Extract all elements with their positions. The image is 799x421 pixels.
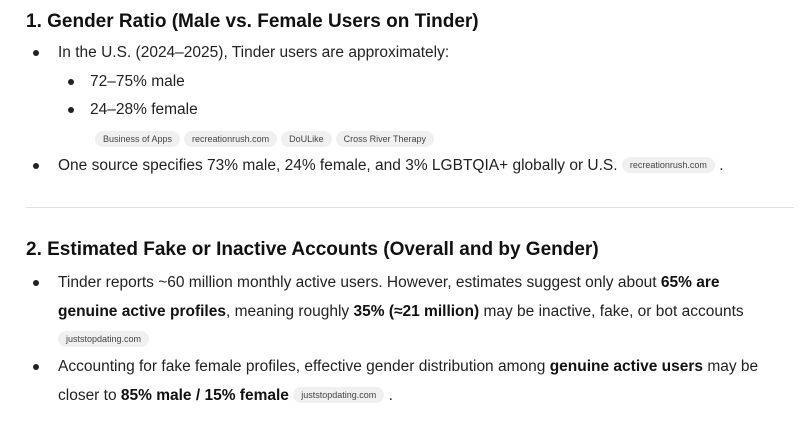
text-run: One source specifies 73% male, 24% femal… — [58, 157, 618, 174]
section-2-heading: 2. Estimated Fake or Inactive Accounts (… — [26, 239, 599, 260]
bullet-icon — [33, 364, 39, 370]
source-chip-recreationrush[interactable]: recreationrush.com — [621, 156, 715, 173]
bullet-icon — [33, 280, 39, 286]
list-item-text: In the U.S. (2024–2025), Tinder users ar… — [58, 44, 450, 61]
list-item-text: genuine active profiles, meaning roughly… — [58, 297, 744, 326]
list-item-text: One source specifies 73% male, 24% femal… — [58, 151, 724, 180]
text-run: . — [719, 157, 724, 174]
text-run: may be — [703, 358, 759, 375]
bold-text: 65% are — [660, 274, 720, 291]
text-run: . — [388, 387, 393, 404]
source-chip-business-of-apps[interactable]: Business of Apps — [95, 130, 181, 147]
source-chip-recreationrush[interactable]: recreationrush.com — [184, 130, 278, 147]
list-item-text: Accounting for fake female profiles, eff… — [58, 352, 758, 381]
list-item-text: juststopdating.com — [58, 325, 150, 354]
bold-text: genuine active users — [549, 358, 704, 375]
source-chip-juststopdating[interactable]: juststopdating.com — [293, 386, 385, 403]
list-item-text: 72–75% male — [90, 73, 185, 90]
text-run: Tinder reports ~60 million monthly activ… — [58, 274, 661, 291]
list-item-text: 24–28% female — [90, 101, 198, 118]
bold-text: genuine active profiles — [58, 303, 226, 320]
source-chips: Business of Apps recreationrush.com DoULik… — [95, 130, 438, 149]
bold-text: 85% male / 15% female — [120, 387, 289, 404]
source-chip-doulike[interactable]: DoULike — [281, 130, 332, 147]
text-run: , meaning roughly — [225, 303, 354, 320]
text-run: Accounting for fake female profiles, eff… — [58, 358, 550, 375]
text-run: may be inactive, fake, or bot accounts — [479, 303, 744, 320]
list-item-text: Tinder reports ~60 million monthly activ… — [58, 268, 720, 297]
text-run: closer to — [58, 387, 121, 404]
source-chip-juststopdating[interactable]: juststopdating.com — [58, 330, 150, 347]
bullet-icon — [33, 163, 39, 169]
source-chip-cross-river-therapy[interactable]: Cross River Therapy — [335, 130, 434, 147]
bullet-icon — [68, 107, 74, 113]
bullet-icon — [68, 79, 74, 85]
bold-text: 35% (≈21 million) — [353, 303, 480, 320]
list-item-text: closer to 85% male / 15% female juststop… — [58, 381, 393, 410]
section-divider — [26, 207, 794, 208]
bullet-icon — [33, 50, 39, 56]
section-1-heading: 1. Gender Ratio (Male vs. Female Users o… — [26, 11, 479, 32]
